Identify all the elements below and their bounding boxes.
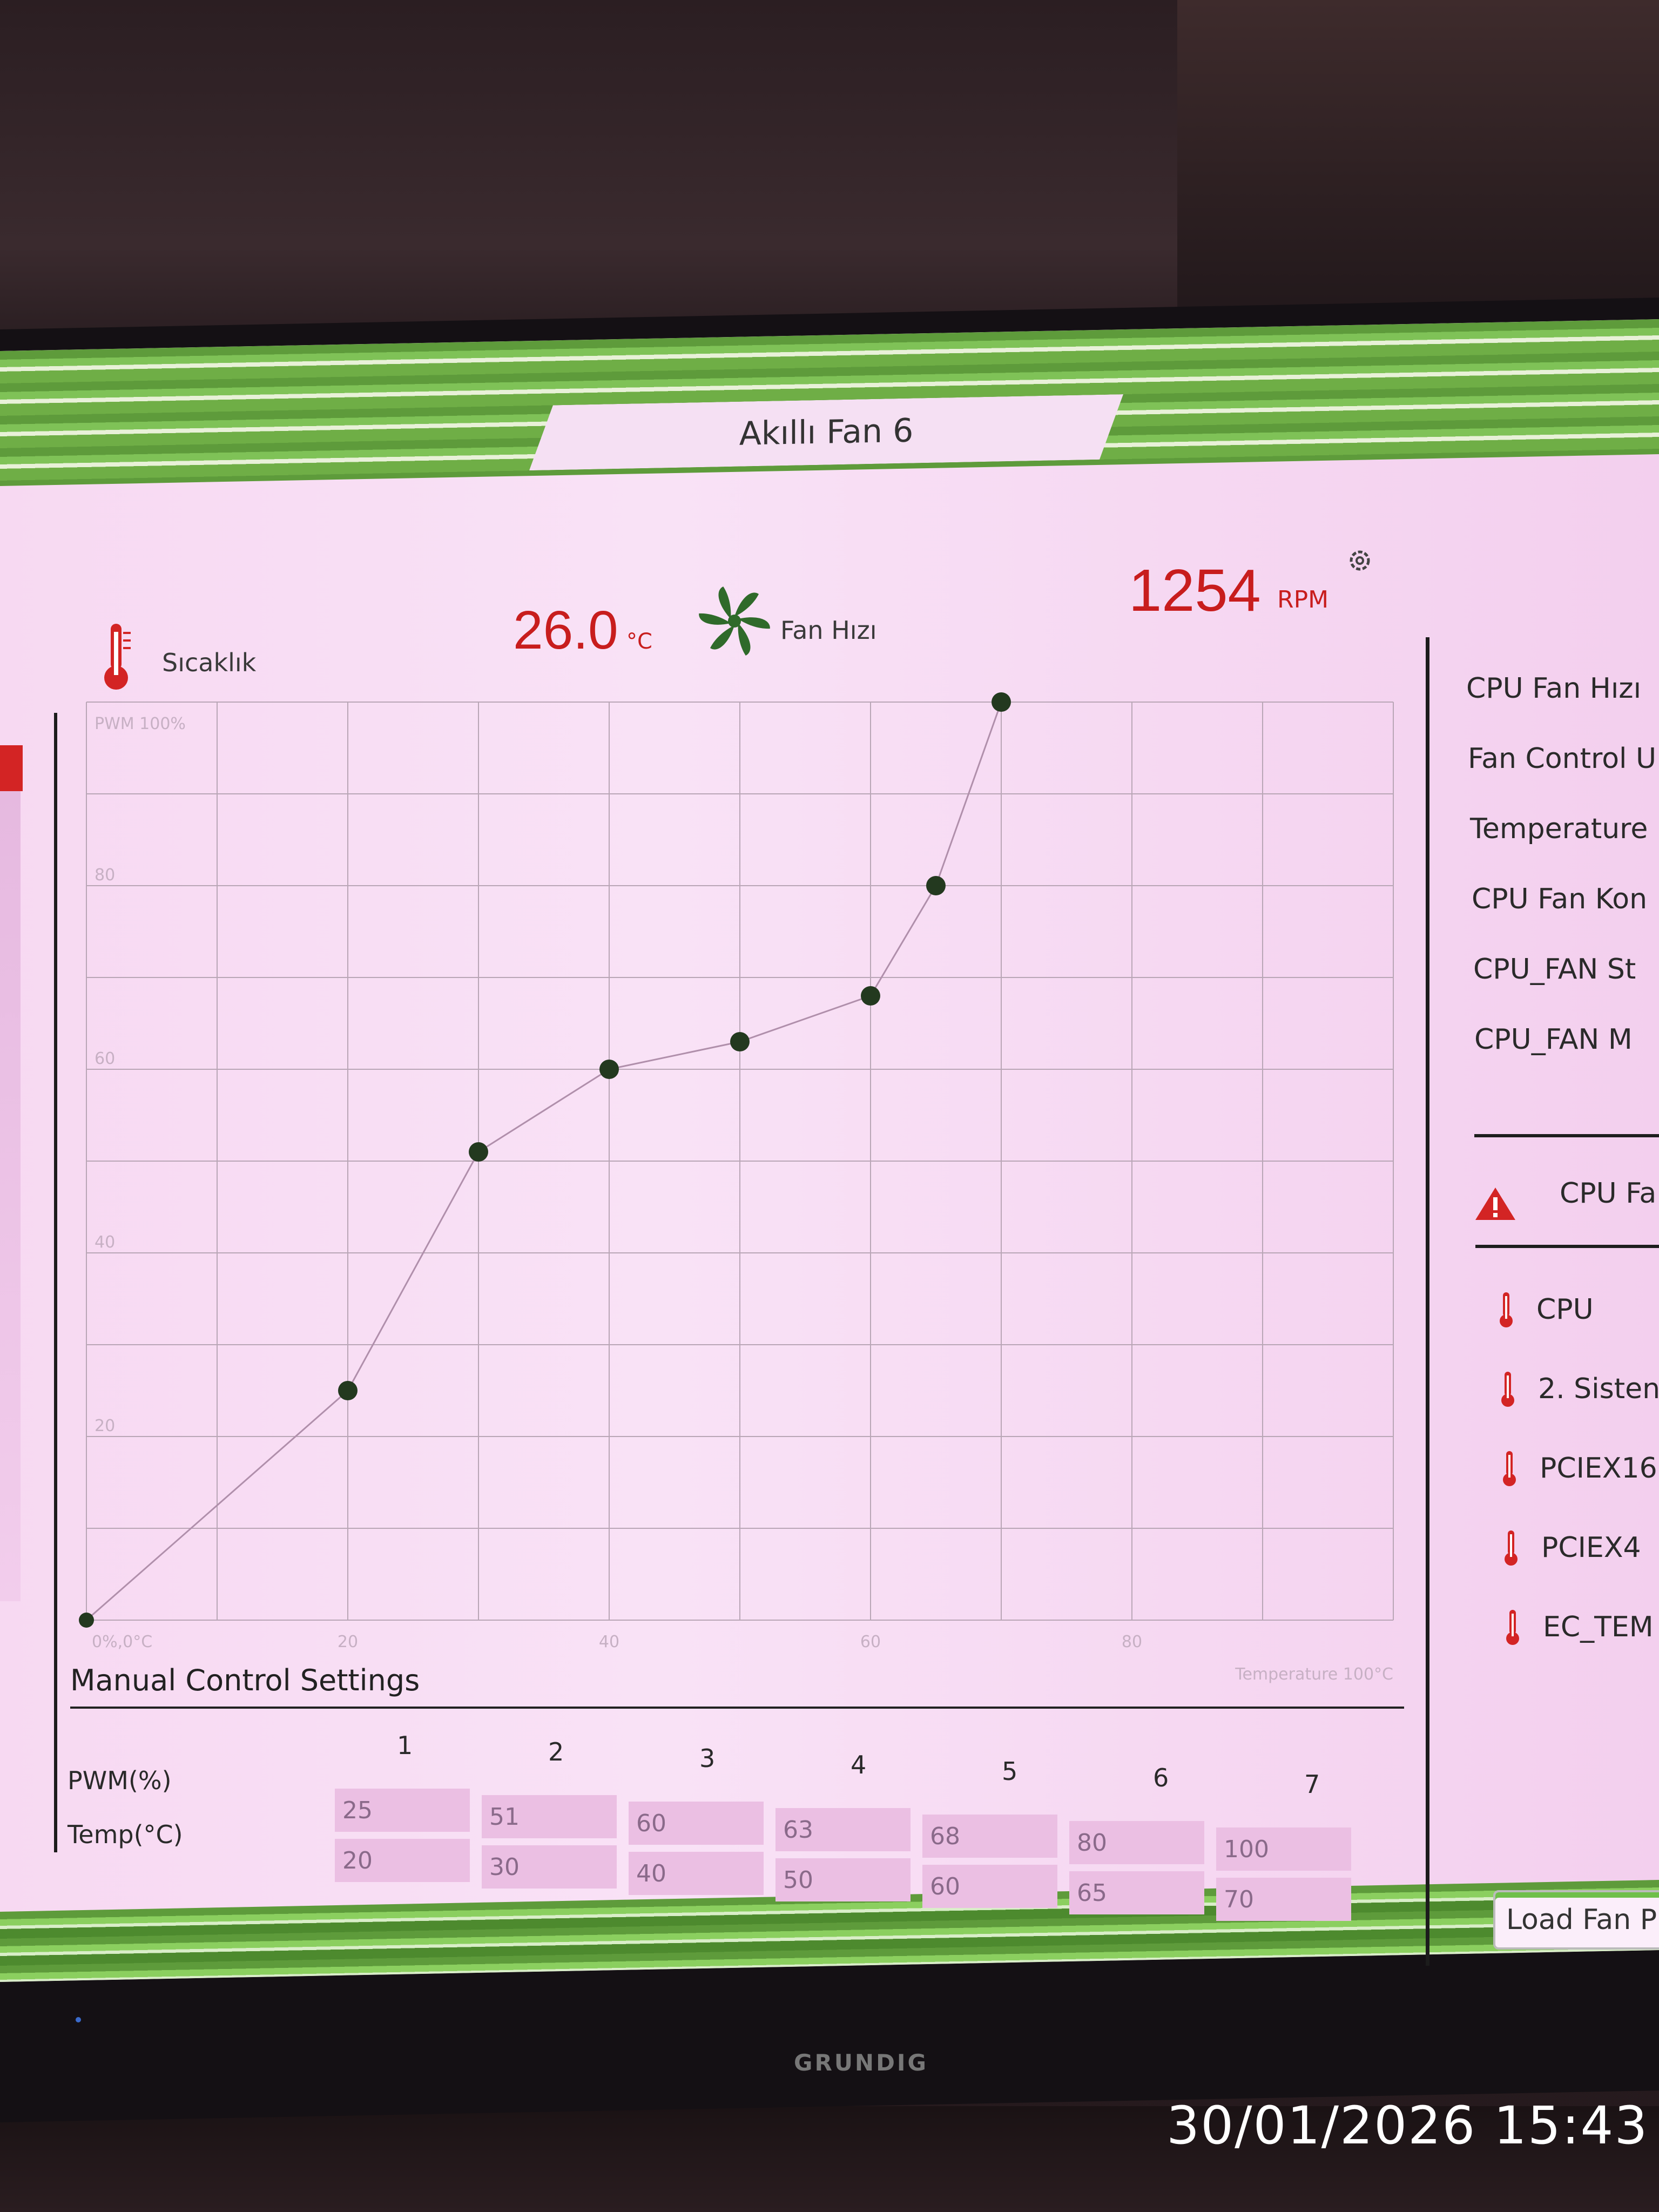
panel-divider — [1474, 1134, 1659, 1137]
column-number: 2 — [548, 1737, 564, 1766]
temperature-unit: °C — [626, 629, 652, 654]
pwm-cell[interactable]: 60 — [629, 1802, 764, 1845]
temp-cell[interactable]: 40 — [629, 1852, 764, 1895]
power-led — [76, 2017, 81, 2022]
fan-curve-line — [86, 702, 1002, 1621]
menu-item-cpu-fan-control[interactable]: CPU Fan Kon — [1472, 883, 1648, 915]
curve-points[interactable] — [79, 692, 1011, 1628]
x-tick-label: 80 — [1122, 1633, 1142, 1651]
temperature-axis-label: Temperature 100°C — [1235, 1665, 1393, 1684]
pwm-row-label: PWM(%) — [68, 1766, 172, 1795]
column-number: 1 — [397, 1731, 413, 1760]
fan-speed-label: Fan Hızı — [780, 616, 877, 645]
sensor-item[interactable]: PCIEX16 — [1540, 1452, 1657, 1485]
pwm-cell[interactable]: 80 — [1069, 1821, 1204, 1864]
thermometer-icon — [1503, 1451, 1516, 1486]
temp-row-label: Temp(°C) — [68, 1820, 183, 1849]
thermometer-icon — [1505, 1530, 1518, 1566]
sensor-item[interactable]: EC_TEM — [1543, 1611, 1654, 1643]
panel-divider-right — [1426, 637, 1429, 1966]
panel-divider-left — [54, 713, 57, 1852]
photo-timestamp: 30/01/2026 15:43 — [1166, 2095, 1649, 2156]
warning-text: CPU Fa — [1560, 1177, 1657, 1210]
temp-cell[interactable]: 60 — [922, 1865, 1057, 1908]
temp-cell[interactable]: 70 — [1216, 1878, 1351, 1921]
y-tick-label: 60 — [95, 1049, 115, 1068]
gear-icon[interactable] — [1345, 545, 1375, 576]
side-strip — [0, 791, 21, 1601]
manual-control-divider — [70, 1707, 1404, 1709]
menu-item-temperature[interactable]: Temperature — [1470, 813, 1648, 845]
pwm-axis-label: PWM 100% — [95, 714, 186, 733]
panel-divider — [1475, 1245, 1659, 1248]
column-number: 5 — [1002, 1757, 1018, 1786]
thermometer-icon — [104, 624, 131, 690]
menu-item-cpu-fan-step[interactable]: CPU_FAN St — [1473, 953, 1636, 986]
temp-cell[interactable]: 50 — [775, 1858, 911, 1901]
pwm-cell[interactable]: 63 — [775, 1808, 911, 1851]
y-tick-label: 80 — [95, 866, 115, 885]
curve-point[interactable] — [469, 1142, 488, 1162]
sensor-item[interactable]: PCIEX4 — [1541, 1532, 1641, 1564]
menu-item-fan-control[interactable]: Fan Control U — [1468, 743, 1657, 775]
x-tick-label: 60 — [860, 1633, 881, 1651]
pwm-cell[interactable]: 51 — [482, 1795, 617, 1838]
column-number: 6 — [1153, 1763, 1169, 1792]
fan-curve-chart[interactable]: 20 40 60 80 20 40 60 80 PWM 100% 0%,0°C Temperatur… — [76, 670, 1404, 1696]
temp-cell[interactable]: 20 — [335, 1839, 470, 1882]
chart-grid — [86, 702, 1394, 1621]
rpm-value: 1254 — [1129, 557, 1261, 624]
warning-icon — [1475, 1188, 1515, 1220]
thermometer-icon — [1501, 1372, 1514, 1407]
column-number: 7 — [1304, 1770, 1320, 1799]
sensor-item[interactable]: CPU — [1536, 1293, 1594, 1326]
x-tick-label: 20 — [338, 1633, 358, 1651]
curve-point[interactable] — [730, 1032, 750, 1051]
curve-point[interactable] — [926, 876, 946, 895]
y-tick-label: 20 — [95, 1417, 115, 1435]
temperature-label: Sıcaklık — [162, 648, 257, 677]
curve-point[interactable] — [338, 1381, 358, 1400]
chart-ticks: 20 40 60 80 20 40 60 80 PWM 100% 0%,0°C Temperatur… — [92, 714, 1393, 1684]
manual-control-title: Manual Control Settings — [70, 1663, 420, 1697]
window-title-tab: Akıllı Fan 6 — [529, 394, 1123, 470]
thermometer-icon — [1506, 1610, 1519, 1645]
menu-item-cpu-fan-speed[interactable]: CPU Fan Hızı — [1466, 672, 1642, 705]
thermometer-icon — [1500, 1292, 1513, 1327]
column-number: 3 — [699, 1744, 716, 1773]
pwm-cell[interactable]: 100 — [1216, 1827, 1351, 1871]
curve-point[interactable] — [599, 1060, 619, 1079]
curve-point[interactable] — [992, 692, 1011, 712]
side-accent — [0, 745, 23, 791]
column-number: 4 — [851, 1750, 867, 1779]
temperature-value: 26.0 — [513, 600, 618, 660]
rpm-unit: RPM — [1277, 586, 1329, 613]
desk-surface — [0, 2106, 1659, 2212]
fan-icon — [699, 586, 770, 656]
temp-cell[interactable]: 65 — [1069, 1871, 1204, 1914]
monitor-brand-logo: GRUNDIG — [794, 2049, 929, 2076]
menu-item-cpu-fan-mode[interactable]: CPU_FAN M — [1474, 1023, 1633, 1056]
curve-point[interactable] — [861, 986, 880, 1006]
x-tick-label: 40 — [599, 1633, 619, 1651]
curve-point[interactable] — [79, 1613, 94, 1628]
pwm-cell[interactable]: 25 — [335, 1789, 470, 1832]
origin-label: 0%,0°C — [92, 1633, 152, 1651]
shelf — [1177, 0, 1659, 335]
pwm-cell[interactable]: 68 — [922, 1815, 1057, 1858]
load-fan-profile-button[interactable]: Load Fan P — [1493, 1890, 1659, 1950]
sensor-item[interactable]: 2. Sisten — [1538, 1373, 1659, 1405]
temp-cell[interactable]: 30 — [482, 1845, 617, 1889]
window-title: Akıllı Fan 6 — [739, 412, 914, 453]
y-tick-label: 40 — [95, 1233, 115, 1252]
